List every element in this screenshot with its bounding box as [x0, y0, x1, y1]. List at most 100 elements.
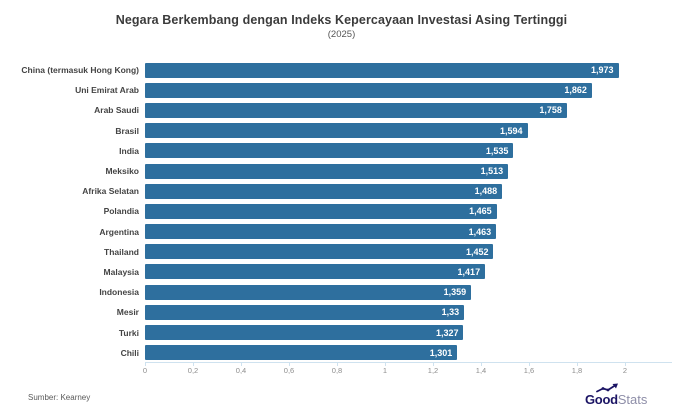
x-axis-tick-mark [145, 363, 146, 366]
bar: 1,594 [145, 123, 528, 139]
x-axis-tick-labels: 0 0,2 0,4 0,6 0,8 1 1,2 1,4 1,6 1,8 2 [143, 366, 628, 378]
bar-value-label: 1,301 [429, 347, 453, 358]
bar-value-label: 1,465 [469, 206, 492, 217]
x-axis-tick-mark [385, 363, 386, 366]
bar-row: Chili 1,301 [0, 343, 683, 363]
category-label: Indonesia [99, 287, 139, 298]
bar-row: India 1,535 [0, 141, 683, 161]
category-label: China (termasuk Hong Kong) [21, 65, 139, 76]
bar-value-label: 1,463 [468, 226, 492, 237]
bar: 1,359 [145, 284, 472, 300]
x-axis-tick-mark [577, 363, 578, 366]
bar-track: 1,862 [145, 82, 683, 98]
bar-row: Malaysia 1,417 [0, 262, 683, 282]
category-label: Arab Saudi [94, 105, 139, 116]
bar-value-label: 1,758 [539, 105, 562, 116]
logo-text: GoodStats [585, 392, 647, 407]
bar-track: 1,452 [145, 244, 683, 260]
bar: 1,301 [145, 345, 458, 361]
logo-text-light: Stats [617, 392, 648, 407]
bar-value-label: 1,594 [500, 125, 523, 136]
bar: 1,452 [145, 244, 494, 260]
bar-value-label: 1,327 [435, 327, 459, 338]
x-axis-tick-label: 2 [622, 366, 628, 375]
bar-row: Thailand 1,452 [0, 242, 683, 262]
x-axis-tick-label: 0,2 [187, 366, 199, 375]
x-axis-tick-label: 0,4 [235, 366, 247, 375]
x-axis-tick-mark [289, 363, 290, 366]
bar-value-label: 1,488 [474, 186, 498, 197]
x-axis-tick-mark [481, 363, 482, 366]
bar-track: 1,488 [145, 183, 683, 199]
chart-subtitle: (2025) [327, 29, 356, 40]
bar: 1,973 [145, 62, 619, 78]
bar: 1,417 [145, 264, 486, 280]
category-label: Brasil [115, 125, 139, 136]
bar-row: Turki 1,327 [0, 322, 683, 342]
bar-track: 1,33 [145, 304, 683, 320]
bar: 1,463 [145, 224, 497, 240]
bar-track: 1,465 [145, 203, 683, 219]
bar: 1,862 [145, 82, 592, 98]
bar-value-label: 1,535 [485, 145, 509, 156]
bar-row: Brasil 1,594 [0, 121, 683, 141]
x-axis-tick-label: 0,8 [331, 366, 343, 375]
bar: 1,513 [145, 163, 509, 179]
bar: 1,327 [145, 325, 464, 341]
chart-title: Negara Berkembang dengan Indeks Kepercay… [115, 13, 568, 27]
bar-value-label: 1,862 [564, 85, 587, 96]
bar-track: 1,327 [145, 325, 683, 341]
bar: 1,465 [145, 203, 497, 219]
bar-value-label: 1,452 [465, 246, 489, 257]
bar-track: 1,535 [145, 143, 683, 159]
bar-track: 1,359 [145, 284, 683, 300]
bar: 1,488 [145, 183, 503, 199]
category-label: Thailand [104, 246, 139, 257]
bar-track: 1,513 [145, 163, 683, 179]
bar: 1,535 [145, 143, 514, 159]
x-axis-tick-mark [241, 363, 242, 366]
bar-track: 1,301 [145, 345, 683, 361]
x-axis-tick-mark [529, 363, 530, 366]
x-axis-line [145, 362, 672, 363]
category-label: Chili [120, 347, 139, 358]
category-label: Polandia [103, 206, 139, 217]
bar-row: Argentina 1,463 [0, 222, 683, 242]
category-label: Argentina [99, 226, 139, 237]
x-axis-tick-label: 1,4 [475, 366, 487, 375]
bar-row: Arab Saudi 1,758 [0, 100, 683, 120]
x-axis-tick-label: 1,2 [427, 366, 439, 375]
x-axis-tick-mark [433, 363, 434, 366]
goodstats-logo: GoodStats [585, 383, 665, 409]
x-axis-tick-label: 0,6 [283, 366, 295, 375]
category-label: Turki [118, 327, 139, 338]
logo-text-bold: Good [585, 392, 618, 407]
bar-track: 1,417 [145, 264, 683, 280]
bar-value-label: 1,417 [457, 266, 481, 277]
category-label: Meksiko [105, 166, 139, 177]
bar-track: 1,758 [145, 102, 683, 118]
bar-row: Meksiko 1,513 [0, 161, 683, 181]
x-axis-tick-mark [193, 363, 194, 366]
bar-value-label: 1,33 [441, 307, 460, 318]
x-axis-tick-label: 1 [382, 366, 388, 375]
x-axis-tick-mark [625, 363, 626, 366]
bar-row: Mesir 1,33 [0, 302, 683, 322]
bar-row: Afrika Selatan 1,488 [0, 181, 683, 201]
x-axis-tick-label: 1,8 [571, 366, 583, 375]
bar-row: China (termasuk Hong Kong) 1,973 [0, 60, 683, 80]
bar-track: 1,594 [145, 123, 683, 139]
category-label: India [119, 145, 139, 156]
bar-value-label: 1,359 [443, 287, 467, 298]
bar: 1,758 [145, 102, 567, 118]
bar-value-label: 1,973 [590, 65, 614, 76]
x-axis-tick-label: 1,6 [523, 366, 535, 375]
bar-row: Uni Emirat Arab 1,862 [0, 80, 683, 100]
bar-track: 1,973 [145, 62, 683, 78]
bar-value-label: 1,513 [480, 166, 504, 177]
bar-row: Indonesia 1,359 [0, 282, 683, 302]
category-label: Malaysia [103, 266, 139, 277]
source-caption: Sumber: Kearney [28, 393, 91, 402]
category-label: Mesir [116, 307, 139, 318]
